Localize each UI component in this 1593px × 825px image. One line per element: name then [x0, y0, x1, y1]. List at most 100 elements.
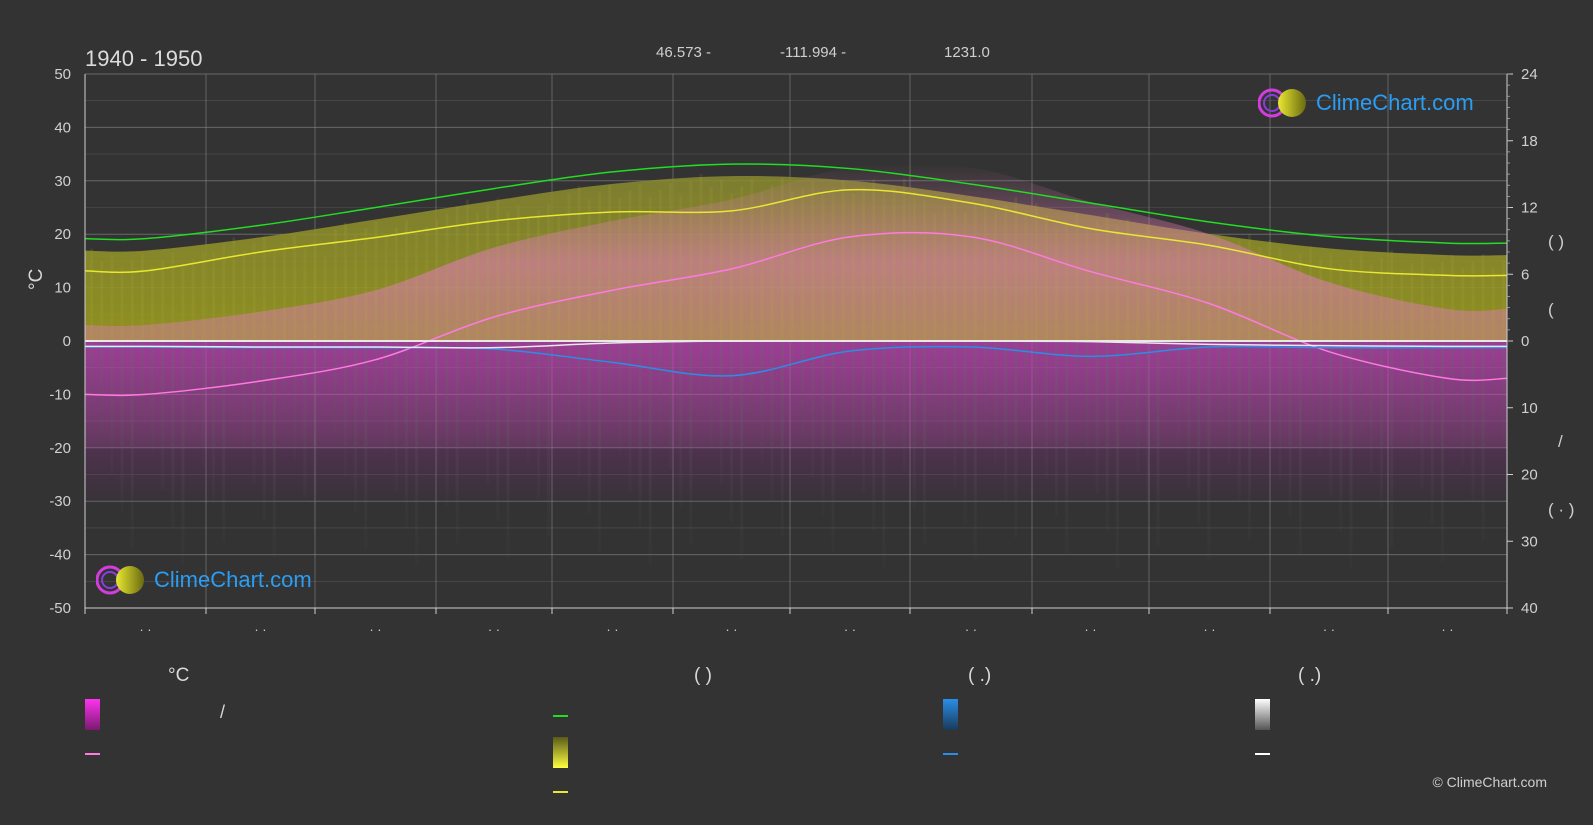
left-tick-label: 40 — [54, 119, 71, 136]
sunshine-streak — [1491, 267, 1495, 341]
precip-streak — [933, 341, 937, 412]
left-tick-label: 10 — [54, 280, 71, 297]
precip-streak — [669, 341, 673, 470]
left-tick-label: 30 — [54, 173, 71, 190]
sunshine-streak — [252, 243, 256, 341]
precip-streak — [608, 341, 612, 418]
precip-streak — [191, 341, 195, 431]
precip-streak — [1298, 341, 1302, 554]
precip-streak — [313, 341, 317, 535]
precip-streak — [506, 341, 510, 558]
sunshine-streak — [821, 194, 825, 341]
sunshine-streak — [801, 188, 805, 341]
sunshine-streak — [232, 237, 236, 341]
sunshine-streak — [628, 190, 632, 341]
precip-streak — [536, 341, 540, 499]
right-axis-glyph-1: ( ) — [1548, 232, 1565, 251]
precip-streak — [994, 341, 998, 464]
sunshine-streak — [171, 252, 175, 341]
sunshine-streak — [994, 211, 998, 341]
sunshine-streak — [780, 178, 784, 341]
precip-streak — [1044, 341, 1048, 479]
precip-streak — [1207, 341, 1211, 561]
sunshine-streak — [486, 205, 490, 341]
sunshine-streak — [811, 181, 815, 341]
x-tick-label: · · — [965, 622, 977, 637]
sunshine-streak — [679, 195, 683, 341]
sunshine-streak — [1400, 270, 1404, 341]
right-axis-glyph-2: ( — [1548, 300, 1554, 319]
sunshine-streak — [1420, 256, 1424, 341]
sunshine-streak — [1024, 210, 1028, 341]
sunshine-streak — [872, 179, 876, 341]
legend-snow-swatch — [1255, 699, 1270, 730]
right-tick-label: 12 — [1521, 200, 1538, 217]
precip-streak — [1237, 341, 1241, 502]
sunshine-streak — [547, 203, 551, 341]
sunshine-streak — [1268, 239, 1272, 341]
precip-streak — [415, 341, 419, 565]
precip-streak — [252, 341, 256, 483]
sunshine-streak — [1075, 214, 1079, 341]
precip-streak — [140, 341, 144, 416]
latitude-text: 46.573 - — [656, 44, 712, 61]
sunshine-streak — [1034, 203, 1038, 341]
precip-streak — [699, 341, 703, 411]
precip-streak — [171, 341, 175, 527]
sunshine-streak — [1278, 247, 1282, 341]
sunshine-streak — [638, 183, 642, 341]
sunshine-streak — [222, 244, 226, 341]
sunshine-streak — [557, 216, 561, 341]
precip-streak — [1166, 341, 1170, 413]
sunshine-streak — [465, 199, 469, 341]
sunshine-streak — [1288, 260, 1292, 341]
x-tick-label: · · — [1441, 622, 1453, 637]
x-tick-label: · · — [1084, 622, 1096, 637]
sunshine-streak — [1187, 235, 1191, 341]
left-axis-unit: °C — [26, 268, 47, 290]
precip-streak — [557, 341, 561, 403]
sunshine-streak — [597, 191, 601, 341]
sunshine-streak — [90, 248, 94, 341]
x-tick-label: · · — [369, 622, 381, 637]
sunshine-streak — [882, 192, 886, 341]
precip-streak — [1380, 341, 1384, 510]
x-tick-label: · · — [254, 622, 266, 637]
sunshine-streak — [618, 197, 622, 341]
logo-text: ClimeChart.com — [154, 567, 312, 592]
sunshine-streak — [110, 254, 114, 341]
sunshine-streak — [211, 251, 215, 341]
right-tick-label: 30 — [1521, 533, 1538, 550]
logo-top[interactable]: ClimeChart.com — [1258, 86, 1474, 120]
right-tick-label: 20 — [1521, 467, 1538, 484]
sunshine-streak — [415, 233, 419, 341]
precip-streak — [1369, 341, 1373, 473]
precip-streak — [943, 341, 947, 449]
left-tick-label: -10 — [49, 386, 71, 403]
precip-streak — [597, 341, 601, 551]
sunshine-streak — [719, 180, 723, 341]
sunshine-streak — [790, 191, 794, 341]
sunshine-streak — [922, 200, 926, 341]
precip-streak — [902, 341, 906, 471]
logo-bottom[interactable]: ClimeChart.com — [96, 563, 312, 597]
sunshine-streak — [1247, 233, 1251, 341]
right-axis-glyph-3: / — [1558, 432, 1563, 451]
precip-streak — [272, 341, 276, 557]
precip-streak — [364, 341, 368, 550]
sunshine-streak — [760, 192, 764, 341]
precip-streak — [1197, 341, 1201, 524]
sunshine-streak — [1501, 260, 1505, 341]
sunshine-streak — [1481, 254, 1485, 341]
precip-streak — [374, 341, 378, 417]
precip-streak — [161, 341, 165, 490]
temp-cold-area — [85, 341, 1507, 502]
right-tick-label: 40 — [1521, 600, 1538, 617]
left-tick-label: 50 — [54, 66, 71, 83]
precip-streak — [729, 341, 733, 522]
precip-streak — [1501, 341, 1505, 444]
sunshine-streak — [1044, 215, 1048, 341]
precip-streak — [1440, 341, 1444, 562]
precip-streak — [1085, 341, 1089, 457]
sunshine-streak — [140, 253, 144, 341]
